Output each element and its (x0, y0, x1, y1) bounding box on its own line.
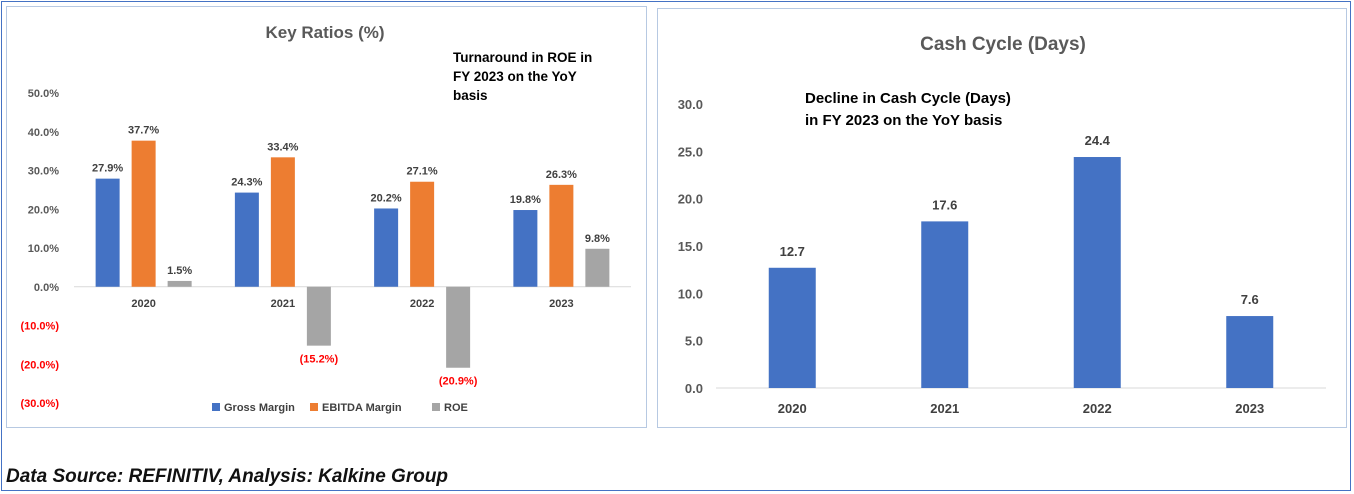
legend-swatch (212, 403, 220, 411)
y-tick-label: 10.0 (678, 286, 703, 301)
bar-roe (585, 248, 610, 287)
key-ratios-panel: Key Ratios (%) Turnaround in ROE in FY 202… (6, 6, 647, 428)
x-tick-label: 2022 (1083, 401, 1112, 416)
bar-cash-cycle (1073, 157, 1121, 388)
bar-cash-cycle (768, 267, 816, 388)
data-label: 27.9% (92, 163, 123, 175)
x-tick-label: 2021 (271, 298, 295, 310)
data-label: 1.5% (167, 265, 192, 277)
x-tick-label: 2021 (930, 401, 959, 416)
y-tick-label: 20.0 (678, 192, 703, 207)
bar-roe (446, 286, 471, 368)
legend-swatch (310, 403, 318, 411)
chart-title: Cash Cycle (Days) (920, 34, 1086, 55)
data-label: 24.3% (231, 177, 262, 189)
y-tick-label: 15.0 (678, 239, 703, 254)
data-label: 9.8% (585, 233, 610, 245)
y-tick-label: (20.0%) (20, 359, 59, 371)
y-tick-label: 20.0% (28, 204, 59, 216)
data-label: 17.6 (932, 197, 957, 212)
y-tick-label: 30.0 (678, 97, 703, 112)
x-tick-label: 2020 (131, 298, 155, 310)
bar-ebitda-margin (131, 140, 156, 287)
x-tick-label: 2022 (410, 298, 434, 310)
legend-swatch (432, 403, 440, 411)
y-tick-label: 10.0% (28, 243, 59, 255)
data-label: 37.7% (128, 125, 159, 137)
annotation-line: Decline in Cash Cycle (Days) (805, 90, 1011, 107)
bar-gross-margin (374, 208, 399, 287)
data-label: (20.9%) (439, 376, 478, 388)
bar-ebitda-margin (410, 181, 435, 287)
legend-label: EBITDA Margin (322, 402, 402, 414)
annotation-line: FY 2023 on the YoY (453, 69, 577, 84)
cash-cycle-chart: Cash Cycle (Days) Decline in Cash Cycle (… (678, 34, 1326, 416)
legend-label: ROE (444, 402, 468, 414)
bar-ebitda-margin (270, 157, 295, 287)
x-tick-label: 2020 (778, 401, 807, 416)
cash-cycle-panel: Cash Cycle (Days) Decline in Cash Cycle (… (657, 8, 1347, 428)
y-tick-label: 40.0% (28, 127, 59, 139)
x-tick-label: 2023 (1235, 401, 1264, 416)
data-label: 27.1% (407, 166, 438, 178)
chart-title: Key Ratios (%) (265, 23, 384, 42)
x-tick-label: 2023 (549, 298, 573, 310)
y-tick-label: 30.0% (28, 166, 59, 178)
bar-roe (167, 280, 192, 287)
y-tick-label: (10.0%) (20, 321, 59, 333)
bar-gross-margin (513, 210, 538, 287)
annotation-line: Turnaround in ROE in (453, 50, 592, 65)
bar-cash-cycle (921, 221, 969, 388)
data-label: (15.2%) (300, 354, 339, 366)
y-tick-label: 0.0% (34, 282, 59, 294)
bar-roe (306, 286, 331, 346)
bar-gross-margin (95, 178, 120, 287)
data-source-footer: Data Source: REFINITIV, Analysis: Kalkin… (6, 466, 449, 487)
data-label: 12.7 (780, 244, 805, 259)
data-label: 26.3% (546, 169, 577, 181)
y-tick-label: 50.0% (28, 88, 59, 100)
key-ratios-chart: Key Ratios (%) Turnaround in ROE in FY 202… (20, 23, 631, 414)
annotation-line: basis (453, 88, 488, 103)
data-label: 7.6 (1241, 292, 1259, 307)
data-label: 24.4 (1085, 133, 1111, 148)
legend-label: Gross Margin (224, 402, 295, 414)
data-label: 19.8% (510, 194, 541, 206)
annotation-line: in FY 2023 on the YoY basis (805, 112, 1002, 129)
bar-cash-cycle (1226, 316, 1274, 388)
data-label: 33.4% (267, 141, 298, 153)
bar-gross-margin (234, 192, 259, 287)
data-label: 20.2% (371, 192, 402, 204)
y-tick-label: 25.0 (678, 144, 703, 159)
y-tick-label: (30.0%) (20, 398, 59, 410)
y-tick-label: 5.0 (685, 334, 703, 349)
bar-ebitda-margin (549, 184, 574, 287)
y-tick-label: 0.0 (685, 381, 703, 396)
